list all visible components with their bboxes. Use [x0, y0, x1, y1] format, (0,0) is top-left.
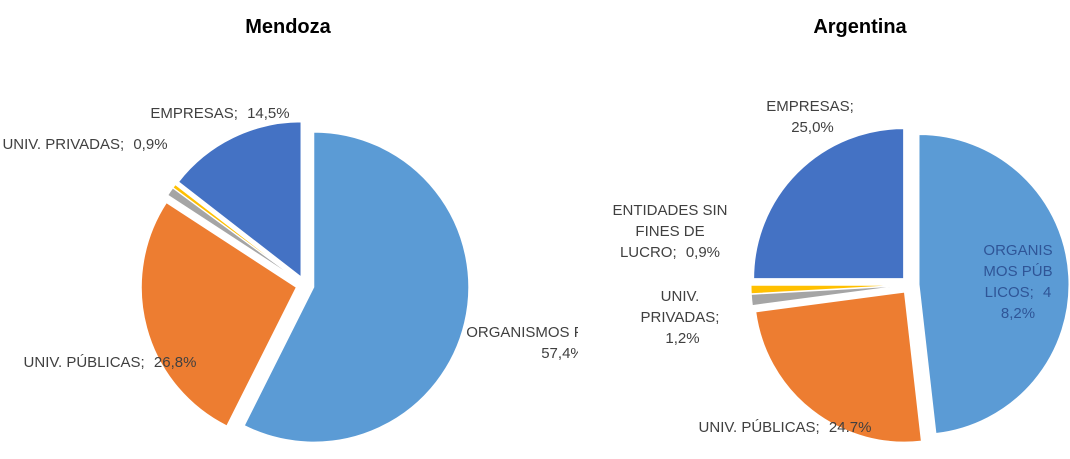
value-label: 24.7%: [828, 419, 872, 436]
data-label: UNIV. PRIVADAS; 1,2%: [635, 286, 725, 349]
category-label: UNIV. PÚBLICAS;: [23, 354, 145, 371]
value-label: 25,0%: [791, 119, 834, 136]
pie-slice: [172, 183, 299, 280]
pie-slice: [140, 201, 297, 427]
category-label: ORGANISMOS PÚBLICOS;: [983, 242, 1053, 301]
data-label: UNIV. PRIVADAS; 0,9%: [0, 134, 170, 155]
category-label: UNIV. PRIVADAS;: [640, 288, 720, 326]
value-label: 48,2%: [1000, 284, 1052, 322]
category-label: EMPRESAS;: [150, 105, 238, 122]
category-label: ORGANISMOS PÚBLICOS;: [466, 324, 578, 341]
data-label: UNIV. PÚBLICAS; 24.7%: [685, 417, 885, 438]
pie-slice: [243, 131, 470, 443]
pie-slice: [918, 133, 1070, 435]
value-label: 26,8%: [153, 354, 197, 371]
category-label: EMPRESAS;: [766, 98, 854, 115]
data-label: ORGANISMOS PÚBLICOS; 57,4%: [460, 322, 578, 364]
pie-slice: [177, 121, 302, 278]
pie-slice: [755, 291, 922, 443]
panel: Mendoza ORGANISMOS PÚBLICOS; 57,4% UNIV. P…: [0, 16, 578, 373]
data-label: ORGANISMOS PÚBLICOS; 48,2%: [982, 240, 1054, 324]
category-label: UNIV. PÚBLICAS;: [698, 419, 820, 436]
pie-slice: [750, 285, 902, 307]
panel: Argentina ORGANISMOS PÚBLICOS; 48,2% UNIV.…: [578, 0, 1070, 459]
pie-slice: [750, 284, 902, 295]
category-label: ENTIDADES SIN FINES DE LUCRO;: [612, 202, 728, 261]
category-label: UNIV. PRIVADAS;: [2, 136, 125, 153]
pie-slice: [753, 128, 905, 280]
value-label: 57,4%: [541, 345, 578, 362]
data-label: ENTIDADES SIN FINES DE LUCRO; 0,9%: [605, 200, 735, 263]
value-label: 14,5%: [247, 105, 290, 122]
chart-title: Argentina: [813, 16, 907, 38]
value-label: 1,2%: [665, 330, 700, 347]
data-label: EMPRESAS; 14,5%: [100, 103, 340, 124]
value-label: 0,9%: [685, 244, 721, 261]
data-label: EMPRESAS; 25,0%: [755, 96, 865, 138]
data-label: UNIV. PÚBLICAS; 26,8%: [20, 352, 200, 373]
chart-title: Mendoza: [245, 16, 331, 38]
value-label: 0,9%: [133, 136, 168, 153]
